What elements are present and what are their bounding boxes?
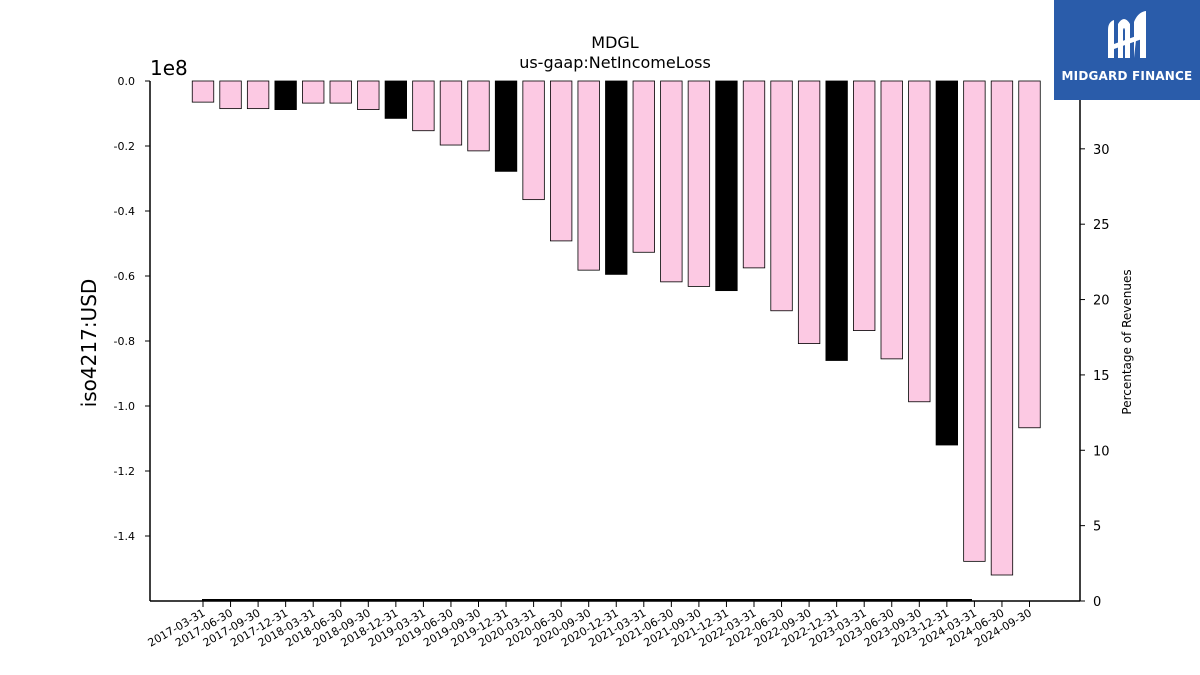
y-tick-label: -1.2: [114, 465, 135, 478]
bar-2020-12-31: [605, 80, 628, 275]
chart-subtitle: us-gaap:NetIncomeLoss: [519, 53, 711, 72]
y-axis-label: iso4217:USD: [77, 279, 101, 408]
y-axis-ticks: 0.0 -0.2 -0.4 -0.6 -0.8 -1.0 -1.2 -1.4: [114, 75, 150, 543]
bar-2021-06-30: [660, 80, 683, 283]
bar-2019-06-30: [439, 80, 463, 146]
y-tick-label: -0.8: [114, 335, 135, 348]
x-axis-ticks: 2017-03-312017-06-302017-09-302017-12-31…: [146, 601, 1034, 650]
logo-text: MIDGARD FINANCE: [1061, 69, 1193, 83]
bar-2024-06-30: [990, 80, 1014, 576]
y-tick-label: -1.4: [114, 530, 135, 543]
bar-2019-09-30: [467, 80, 490, 152]
bar-2018-03-31: [302, 80, 325, 104]
company-logo: MIDGARD FINANCE: [1054, 0, 1200, 100]
y-tick-label: -1.0: [114, 400, 135, 413]
y-tick-label: -0.6: [114, 270, 135, 283]
bar-2017-03-31: [191, 80, 215, 103]
y2-tick-label: 15: [1093, 369, 1110, 384]
y2-tick-label: 30: [1093, 143, 1110, 158]
y-tick-label: 0.0: [118, 75, 136, 88]
bar-2023-06-30: [880, 80, 903, 360]
y-offset-label: 1e8: [150, 56, 188, 80]
bar-2022-12-31: [825, 80, 848, 361]
bar-2020-03-31: [522, 80, 545, 201]
y2-tick-label: 10: [1093, 444, 1110, 459]
bar-2022-03-31: [742, 80, 766, 269]
bar-2021-09-30: [687, 80, 711, 287]
bar-2019-12-31: [494, 80, 518, 172]
bar-2021-12-31: [715, 80, 738, 292]
y-tick-label: -0.4: [114, 205, 135, 218]
bar-2024-09-30: [1018, 80, 1041, 429]
chart-title: MDGL: [591, 33, 639, 52]
y2-tick-label: 25: [1093, 218, 1110, 233]
bar-2017-09-30: [246, 80, 270, 110]
bar-2020-06-30: [550, 80, 573, 242]
bar-2021-03-31: [632, 80, 655, 253]
bar-2023-03-31: [853, 80, 876, 332]
y-tick-label: -0.2: [114, 140, 135, 153]
bar-2023-12-31: [935, 80, 958, 446]
bar-2024-03-31: [963, 80, 986, 562]
bar-2017-12-31: [274, 80, 297, 111]
bar-2020-09-30: [577, 80, 600, 271]
y2-tick-label: 0: [1093, 595, 1101, 610]
bar-2019-03-31: [412, 80, 435, 132]
mf-logo-icon: [1108, 11, 1146, 58]
bar-2022-09-30: [797, 80, 821, 345]
bar-2017-06-30: [219, 80, 242, 110]
bar-2018-06-30: [329, 80, 352, 104]
bar-2018-09-30: [357, 80, 380, 111]
bar-2023-09-30: [908, 80, 931, 403]
bars-group: [191, 80, 1041, 576]
y2-tick-label: 5: [1093, 520, 1101, 535]
y2-axis-label: Percentage of Revenues: [1120, 269, 1134, 414]
y2-tick-label: 20: [1093, 294, 1110, 309]
bar-2018-12-31: [384, 80, 408, 119]
y2-axis-ticks: 0 5 10 15 20 25 30: [1080, 143, 1110, 610]
bar-2022-06-30: [770, 80, 793, 312]
